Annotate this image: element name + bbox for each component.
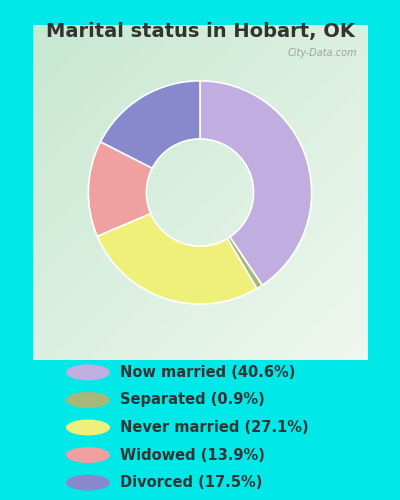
- Wedge shape: [97, 214, 257, 304]
- Text: City-Data.com: City-Data.com: [288, 48, 358, 58]
- Circle shape: [66, 474, 110, 490]
- Text: Never married (27.1%): Never married (27.1%): [120, 420, 309, 435]
- Text: Now married (40.6%): Now married (40.6%): [120, 365, 295, 380]
- Circle shape: [66, 364, 110, 380]
- Text: Divorced (17.5%): Divorced (17.5%): [120, 475, 262, 490]
- Circle shape: [66, 447, 110, 463]
- Text: Marital status in Hobart, OK: Marital status in Hobart, OK: [46, 22, 354, 42]
- Wedge shape: [227, 237, 262, 288]
- Wedge shape: [200, 81, 312, 285]
- Wedge shape: [88, 142, 152, 236]
- Text: Separated (0.9%): Separated (0.9%): [120, 392, 265, 407]
- Circle shape: [66, 392, 110, 408]
- Text: Widowed (13.9%): Widowed (13.9%): [120, 448, 265, 462]
- Wedge shape: [100, 81, 200, 168]
- Circle shape: [66, 420, 110, 436]
